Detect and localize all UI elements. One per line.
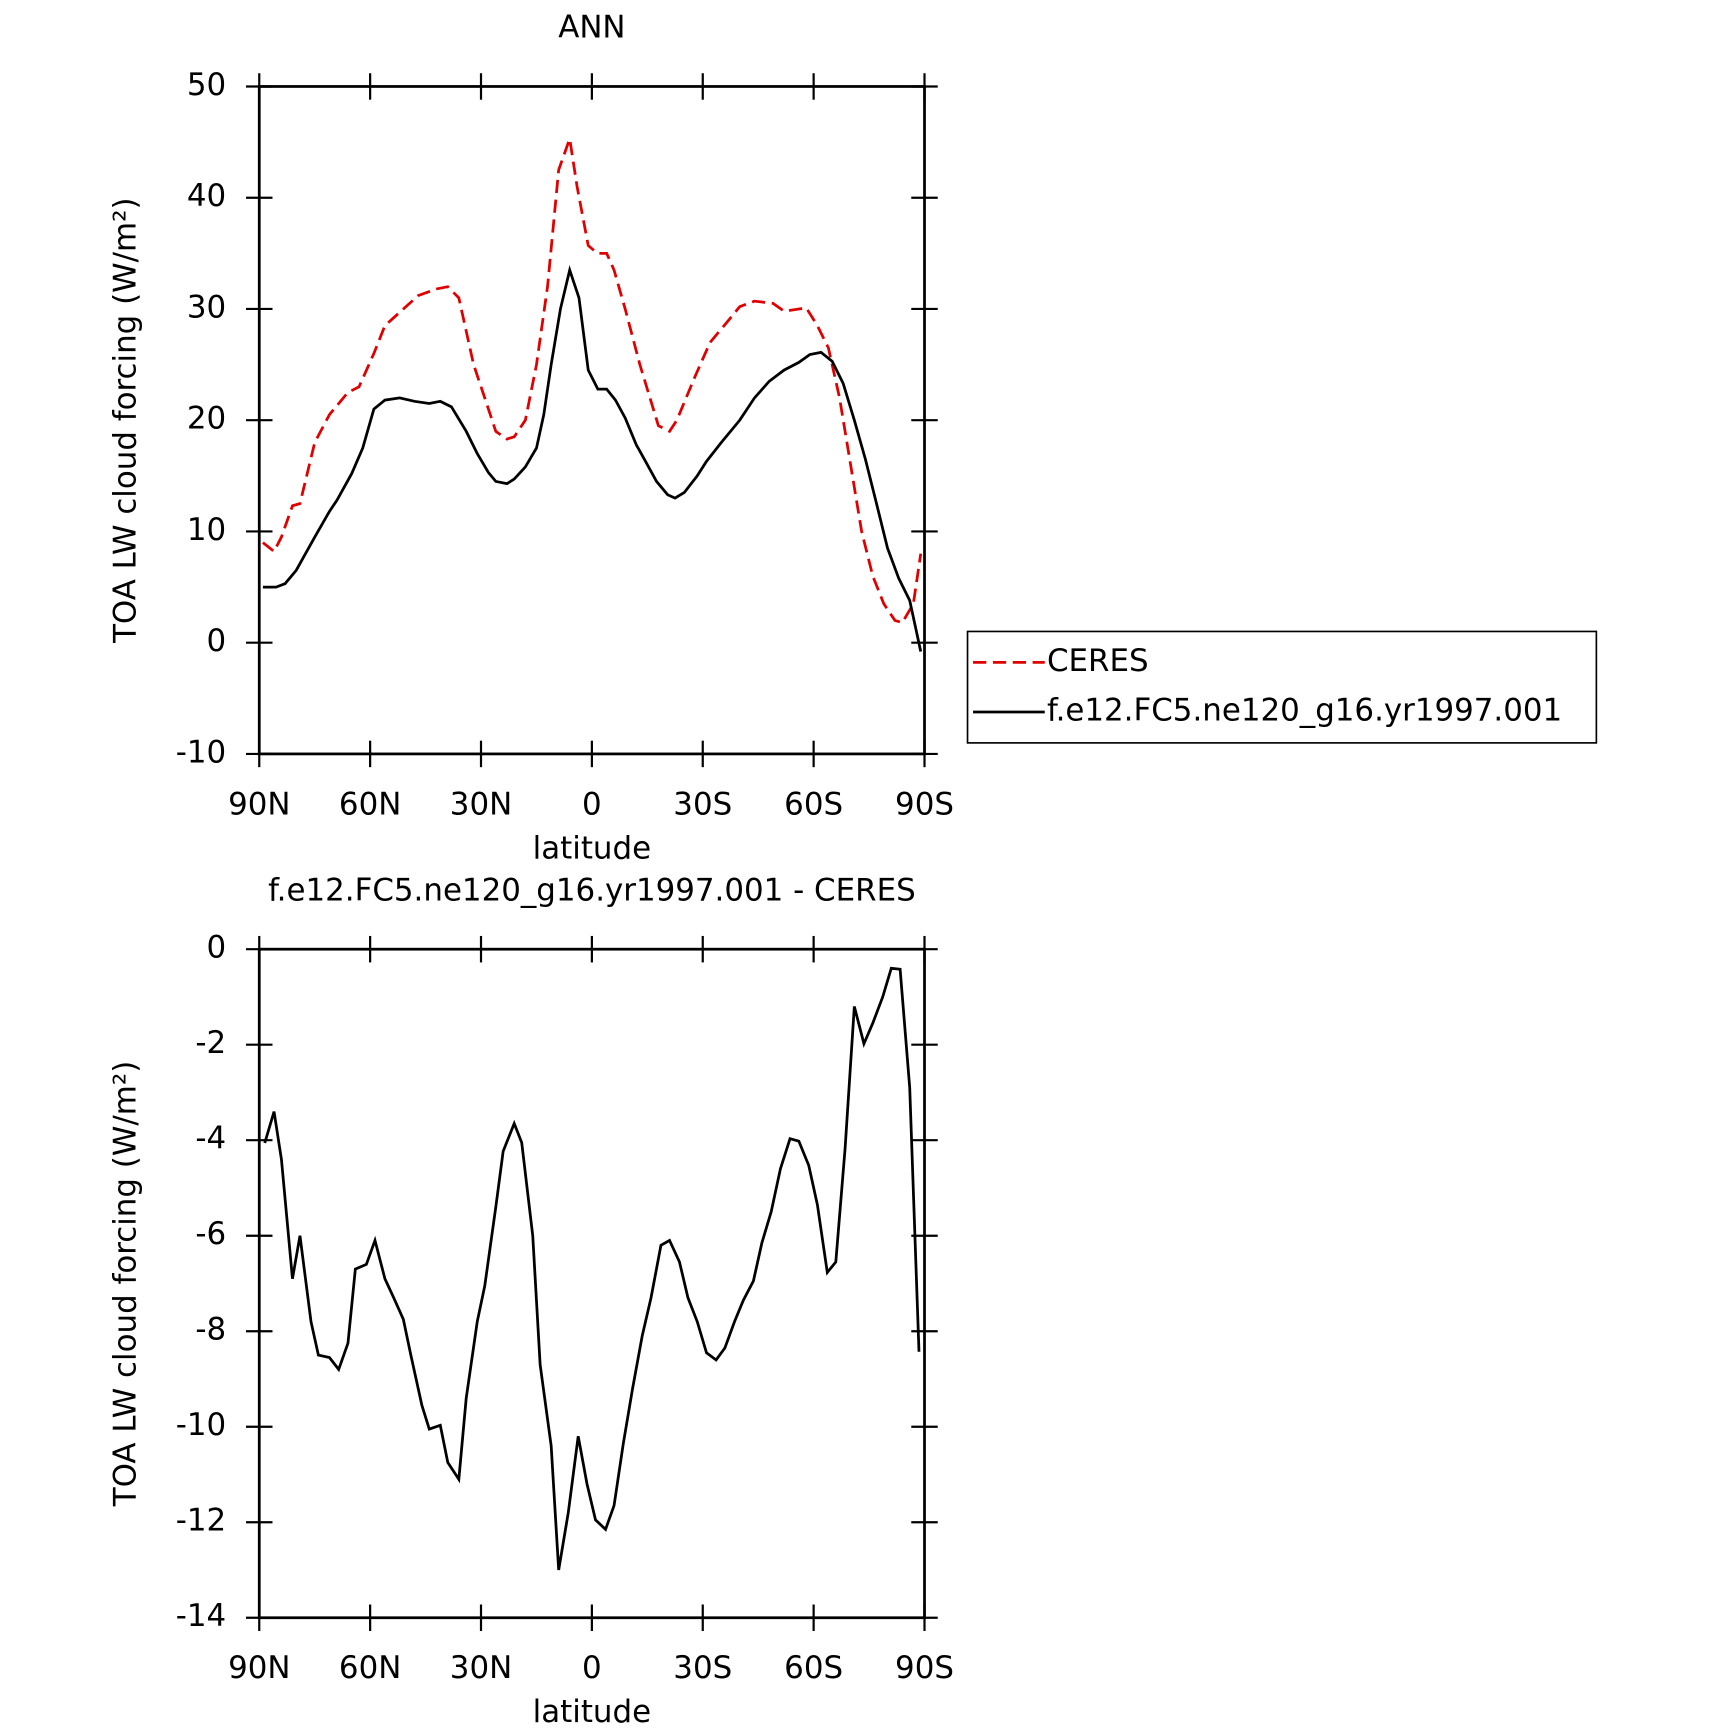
y-tick-label: -4 xyxy=(195,1121,226,1157)
x-tick-label: 60S xyxy=(784,786,843,822)
x-tick-label: 90N xyxy=(228,1650,290,1686)
y-tick-label: 40 xyxy=(187,178,226,214)
y-tick-label: -12 xyxy=(176,1503,226,1539)
x-tick-label: 90S xyxy=(895,786,954,822)
y-tick-label: 0 xyxy=(207,930,227,966)
legend-box xyxy=(966,630,1598,744)
plot-frame xyxy=(257,85,926,756)
data-line xyxy=(263,966,921,1571)
y-tick-label: -6 xyxy=(195,1216,226,1252)
x-axis-label: latitude xyxy=(533,830,651,866)
y-tick-label: -2 xyxy=(195,1025,226,1061)
y-tick-label: -14 xyxy=(176,1598,226,1634)
x-tick-label: 90S xyxy=(895,1650,954,1686)
y-tick-label: -10 xyxy=(176,1407,226,1443)
data-line xyxy=(262,265,923,652)
y-tick-label: 20 xyxy=(187,401,226,437)
x-tick-label: 0 xyxy=(582,786,602,822)
chart-title: ANN xyxy=(558,10,625,46)
legend-label: f.e12.FC5.ne120_g16.yr1997.001 xyxy=(1047,692,1562,728)
y-tick-label: 50 xyxy=(187,67,226,103)
x-tick-label: 30N xyxy=(450,786,512,822)
y-tick-label: -8 xyxy=(195,1312,226,1348)
x-tick-label: 30S xyxy=(673,786,732,822)
data-line xyxy=(262,138,923,625)
chart-title: f.e12.FC5.ne120_g16.yr1997.001 - CERES xyxy=(268,872,916,908)
x-tick-label: 0 xyxy=(582,1650,602,1686)
x-axis-label: latitude xyxy=(533,1694,651,1730)
y-axis-label: TOA LW cloud forcing (W/m²) xyxy=(107,197,143,643)
y-tick-label: 0 xyxy=(207,623,227,659)
plot-frame xyxy=(257,947,926,1620)
x-tick-label: 90N xyxy=(228,786,290,822)
y-tick-label: -10 xyxy=(176,734,226,770)
y-tick-label: 10 xyxy=(187,512,226,548)
x-tick-label: 30S xyxy=(673,1650,732,1686)
x-tick-label: 60N xyxy=(339,786,401,822)
legend-label: CERES xyxy=(1047,643,1149,679)
x-tick-label: 60N xyxy=(339,1650,401,1686)
x-tick-label: 30N xyxy=(450,1650,512,1686)
y-tick-label: 30 xyxy=(187,289,226,325)
y-axis-label: TOA LW cloud forcing (W/m²) xyxy=(107,1061,143,1507)
x-tick-label: 60S xyxy=(784,1650,843,1686)
